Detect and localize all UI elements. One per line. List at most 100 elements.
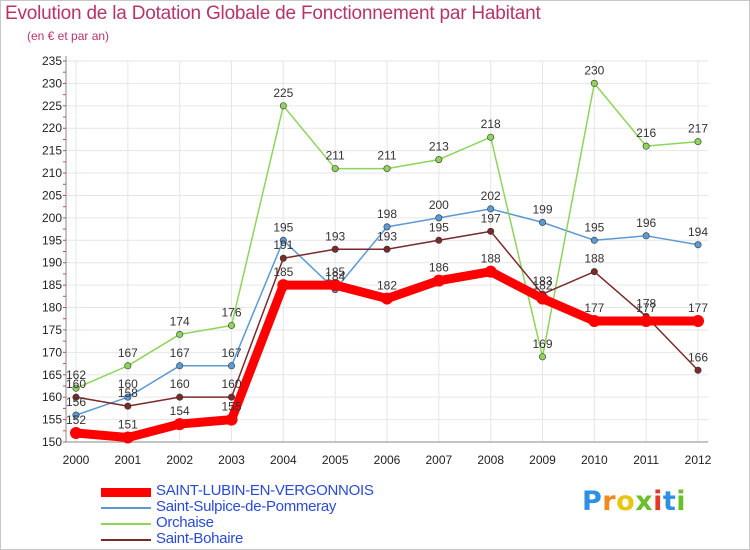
data-label: 188 xyxy=(481,252,501,266)
data-point xyxy=(277,279,290,292)
y-tick-label: 195 xyxy=(42,233,62,247)
data-label: 177 xyxy=(636,301,656,315)
data-label: 174 xyxy=(170,314,190,328)
logo-letter: x xyxy=(635,486,654,517)
data-label: 196 xyxy=(636,216,656,230)
data-label: 160 xyxy=(66,377,86,391)
data-label: 195 xyxy=(273,220,293,234)
data-point xyxy=(279,236,287,244)
data-label: 151 xyxy=(118,418,138,432)
x-tick-label: 2000 xyxy=(63,453,90,467)
legend-label: Orchaise xyxy=(156,514,214,531)
data-point xyxy=(329,279,342,292)
logo-letter: i xyxy=(676,486,687,517)
y-tick-label: 155 xyxy=(42,413,62,427)
data-label: 167 xyxy=(118,346,138,360)
data-label: 199 xyxy=(532,202,552,216)
y-tick-label: 180 xyxy=(42,301,62,315)
data-point xyxy=(487,227,495,235)
y-tick-label: 150 xyxy=(42,435,62,449)
data-label: 185 xyxy=(325,265,345,279)
data-label: 156 xyxy=(66,395,86,409)
y-tick-label: 225 xyxy=(42,99,62,113)
data-point xyxy=(538,353,546,361)
data-point xyxy=(72,384,80,392)
data-point xyxy=(487,205,495,213)
data-label: 202 xyxy=(481,189,501,203)
x-tick-label: 2010 xyxy=(581,453,608,467)
data-label: 178 xyxy=(636,296,656,310)
proxiti-logo: Proxiti xyxy=(582,486,686,517)
x-tick-label: 2002 xyxy=(166,453,193,467)
data-label: 160 xyxy=(118,377,138,391)
data-label: 197 xyxy=(481,211,501,225)
data-label: 160 xyxy=(170,377,190,391)
x-tick-label: 2005 xyxy=(322,453,349,467)
data-label: 167 xyxy=(170,346,190,360)
data-point xyxy=(72,411,80,419)
data-point xyxy=(279,254,287,262)
data-label: 158 xyxy=(118,386,138,400)
data-label: 217 xyxy=(688,122,708,136)
y-tick-label: 175 xyxy=(42,323,62,337)
logo-letter: P xyxy=(582,486,603,517)
data-label: 154 xyxy=(170,404,190,418)
data-label: 182 xyxy=(532,279,552,293)
legend-swatch xyxy=(101,523,151,525)
data-label: 211 xyxy=(326,149,345,163)
data-point xyxy=(331,245,339,253)
data-point xyxy=(435,156,443,164)
x-tick-label: 2001 xyxy=(114,453,141,467)
data-point xyxy=(331,165,339,173)
data-point xyxy=(124,402,132,410)
data-point xyxy=(536,292,549,305)
data-label: 162 xyxy=(66,368,86,382)
data-point xyxy=(642,142,650,150)
data-point xyxy=(588,314,601,327)
data-point xyxy=(694,138,702,146)
y-tick-label: 220 xyxy=(42,121,62,135)
data-point xyxy=(228,362,236,370)
data-label: 185 xyxy=(273,265,293,279)
data-label: 188 xyxy=(584,252,604,266)
y-tick-label: 235 xyxy=(42,54,62,68)
y-tick-label: 160 xyxy=(42,390,62,404)
data-label: 225 xyxy=(273,86,293,100)
x-tick-label: 2004 xyxy=(270,453,297,467)
data-label: 193 xyxy=(325,229,345,243)
data-point xyxy=(640,314,653,327)
data-label: 200 xyxy=(429,198,449,212)
data-label: 177 xyxy=(584,301,604,315)
y-tick-label: 205 xyxy=(42,188,62,202)
logo-letter: r xyxy=(602,486,617,517)
logo-letter: o xyxy=(616,486,636,517)
y-tick-label: 210 xyxy=(42,166,62,180)
logo-letter: i xyxy=(653,486,663,517)
data-point xyxy=(70,427,82,440)
x-tick-label: 2003 xyxy=(218,453,245,467)
data-point xyxy=(124,362,132,370)
data-point xyxy=(694,366,702,374)
data-point xyxy=(228,321,236,329)
chart-title: Evolution de la Dotation Globale de Fonc… xyxy=(5,3,541,24)
data-label: 183 xyxy=(532,274,552,288)
data-point xyxy=(381,292,393,305)
data-point xyxy=(176,393,184,401)
chart-subtitle: (en € et par an) xyxy=(27,29,110,43)
data-label: 191 xyxy=(273,238,293,252)
data-point xyxy=(484,265,497,278)
data-point xyxy=(538,218,546,226)
data-point xyxy=(590,268,598,276)
chart-svg: 150 155 160 165 170 175 180 185 190 195 200 205 210 2… xyxy=(42,54,712,467)
data-point xyxy=(72,393,80,401)
data-label: 211 xyxy=(377,149,396,163)
data-point xyxy=(487,133,495,141)
y-tick-label: 165 xyxy=(42,368,62,382)
x-tick-label: 2012 xyxy=(685,453,712,467)
data-point xyxy=(692,314,704,327)
data-point xyxy=(694,241,702,249)
data-label: 218 xyxy=(481,117,501,131)
data-label: 152 xyxy=(66,413,86,427)
data-label: 176 xyxy=(221,305,241,319)
